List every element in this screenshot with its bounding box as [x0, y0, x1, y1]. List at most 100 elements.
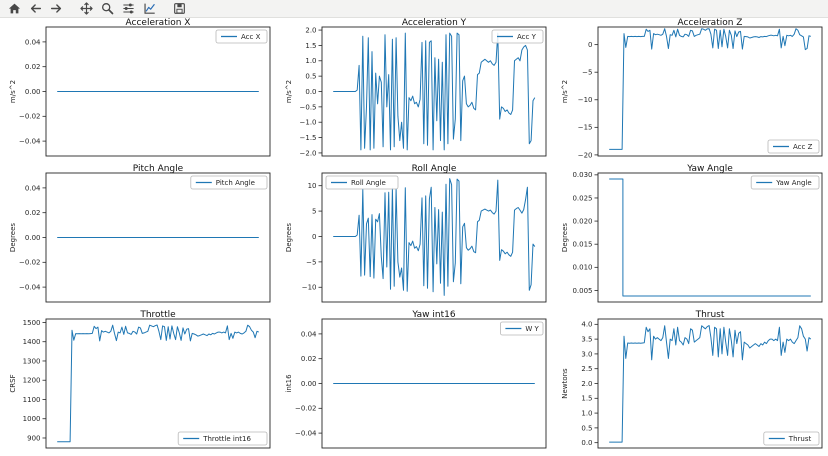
- y-tick-label: 3.5: [581, 336, 592, 344]
- plot-canvas: 1500 1400 1300 1200 1100 1000 900 CRSF Throttle …: [0, 310, 276, 456]
- y-tick-label: −10: [578, 96, 593, 104]
- toolbar-group: [4, 1, 67, 16]
- chart-canvas: 1500 1400 1300 1200 1100 1000 900 CRSF Throttle …: [9, 318, 271, 449]
- legend-label: Acc Y: [517, 33, 537, 41]
- y-axis-label: int16: [285, 374, 293, 393]
- customize-icon: [144, 3, 155, 14]
- y-axis-label: CRSF: [9, 374, 17, 392]
- series-line: [609, 178, 811, 297]
- axes-spines: [597, 26, 823, 157]
- y-tick-label: 0.04: [25, 38, 41, 46]
- y-axis-label: Newtons: [561, 368, 569, 399]
- legend-box: [190, 175, 268, 190]
- plot-canvas: 10 5 0 −5 −10 Degrees Roll Angle: [276, 164, 552, 310]
- legend-label: Acc X: [241, 33, 261, 41]
- y-tick-label: 0.0: [305, 88, 316, 96]
- zoom-button[interactable]: [98, 1, 117, 16]
- subplots-icon: [123, 3, 134, 14]
- series-line: [609, 325, 812, 443]
- legend-box: [215, 29, 268, 44]
- y-tick-label: 1200: [23, 377, 41, 385]
- legend-label: Thrust: [788, 435, 812, 443]
- subplot-yaw-int16: Yaw int16 0.04 0.02 0.00 −0.02 −0.04 int16 W Y: [276, 310, 552, 456]
- y-tick-label: −0.04: [295, 430, 317, 438]
- chart-canvas: 2.0 1.5 1.0 0.5 0.0 −0.5 −1.0 −1.5 −2.0 m/s^2 Acc …: [285, 26, 547, 157]
- y-tick-label: 1.0: [305, 57, 316, 65]
- toolbar-group: [76, 1, 160, 16]
- subplot-acceleration-x: Acceleration X 0.04 0.02 0.00 −0.02 −0.04 m/s…: [0, 18, 276, 164]
- figure-canvas: Acceleration X 0.04 0.02 0.00 −0.02 −0.04 m/s…: [0, 18, 828, 456]
- plot-canvas: 4.0 3.5 3.0 2.5 2.0 1.5 1.0 0.5 0.0 Newtons Thrust: [552, 310, 828, 456]
- pan-button[interactable]: [77, 1, 96, 16]
- plot-canvas: 2.0 1.5 1.0 0.5 0.0 −0.5 −1.0 −1.5 −2.0 m/s^2 Acc …: [276, 18, 552, 164]
- series-line: [333, 32, 536, 151]
- y-tick-label: −10: [302, 284, 317, 292]
- y-tick-label: −0.04: [19, 284, 41, 292]
- plot-title: Pitch Angle: [132, 164, 184, 174]
- plot-canvas: 0 −5 −10 −15 −20 m/s^2 Acc Z: [552, 18, 828, 164]
- axes-spines: [321, 172, 547, 303]
- home-button[interactable]: [5, 1, 24, 16]
- legend-label: Yaw Angle: [775, 179, 811, 187]
- legend-label: Roll Angle: [351, 179, 386, 187]
- subplot-acceleration-y: Acceleration Y 2.0 1.5 1.0 0.5 0.0 −0.5 −1.0 −1…: [276, 18, 552, 164]
- series-line: [57, 324, 260, 443]
- back-button[interactable]: [26, 1, 45, 16]
- y-tick-label: 1300: [23, 357, 41, 365]
- y-tick-label: −0.02: [19, 113, 40, 121]
- plot-canvas: 0.030 0.025 0.020 0.015 0.010 0.005 Degrees Yaw…: [552, 164, 828, 310]
- customize-button[interactable]: [140, 1, 159, 16]
- y-tick-label: 0: [588, 41, 592, 49]
- plot-title: Acceleration Y: [401, 18, 467, 28]
- subplot-thrust: Thrust 4.0 3.5 3.0 2.5 2.0 1.5 1.0 0.5 0.0 Newton…: [552, 310, 828, 456]
- legend: Thrust: [763, 431, 820, 446]
- y-tick-label: 0.5: [581, 424, 592, 432]
- legend-box: [763, 431, 820, 446]
- forward-button[interactable]: [47, 1, 66, 16]
- y-tick-label: 0.005: [572, 287, 592, 295]
- y-tick-label: −0.5: [300, 103, 317, 111]
- toolbar-group: [169, 1, 190, 16]
- y-tick-label: −15: [578, 124, 593, 132]
- legend-box: [499, 321, 544, 336]
- y-tick-label: −0.02: [19, 259, 40, 267]
- plot-title: Acceleration X: [125, 18, 191, 28]
- subplot-acceleration-z: Acceleration Z 0 −5 −10 −15 −20 m/s^2 Acc Z: [552, 18, 828, 164]
- y-axis-label: m/s^2: [561, 80, 569, 103]
- axes-spines: [45, 172, 271, 303]
- series-line: [333, 178, 536, 296]
- y-tick-label: 0.02: [301, 355, 317, 363]
- y-tick-label: −5: [306, 258, 316, 266]
- y-tick-label: 0.00: [25, 88, 41, 96]
- legend: Roll Angle: [325, 175, 399, 190]
- y-axis-label: m/s^2: [9, 80, 17, 103]
- legend: Acc Y: [491, 29, 544, 44]
- forward-icon: [50, 4, 62, 13]
- y-tick-label: −0.04: [19, 138, 41, 146]
- chart-canvas: 0.04 0.02 0.00 −0.02 −0.04 Degrees Pitch Angle: [9, 172, 271, 303]
- y-tick-label: 1500: [23, 319, 41, 327]
- chart-canvas: 0.04 0.02 0.00 −0.02 −0.04 m/s^2 Acc X: [9, 26, 271, 157]
- subplots-button[interactable]: [119, 1, 138, 16]
- plot-canvas: 0.04 0.02 0.00 −0.02 −0.04 int16 W Y: [276, 310, 552, 456]
- y-tick-label: 1.5: [581, 395, 592, 403]
- series-line: [609, 28, 811, 150]
- y-tick-label: 0.020: [572, 217, 592, 225]
- y-tick-label: 5: [312, 207, 316, 215]
- y-tick-label: 3.0: [581, 350, 592, 358]
- y-tick-label: −20: [578, 151, 593, 159]
- zoom-icon: [102, 3, 114, 15]
- y-axis-label: Degrees: [9, 223, 17, 252]
- plot-canvas: 0.04 0.02 0.00 −0.02 −0.04 Degrees Pitch Angle: [0, 164, 276, 310]
- plot-canvas: 0.04 0.02 0.00 −0.02 −0.04 m/s^2 Acc X: [0, 18, 276, 164]
- plot-title: Acceleration Z: [677, 18, 743, 28]
- legend: Acc Z: [767, 139, 820, 154]
- y-tick-label: 1400: [23, 338, 41, 346]
- legend-box: [177, 431, 268, 446]
- subplot-roll-angle: Roll Angle 10 5 0 −5 −10 Degrees Roll Angle: [276, 164, 552, 310]
- save-button[interactable]: [170, 1, 189, 16]
- subplot-throttle: Throttle 1500 1400 1300 1200 1100 1000 900 CRSF…: [0, 310, 276, 456]
- home-icon: [8, 3, 21, 14]
- y-tick-label: 0.5: [305, 73, 316, 81]
- y-tick-label: 0.00: [25, 234, 41, 242]
